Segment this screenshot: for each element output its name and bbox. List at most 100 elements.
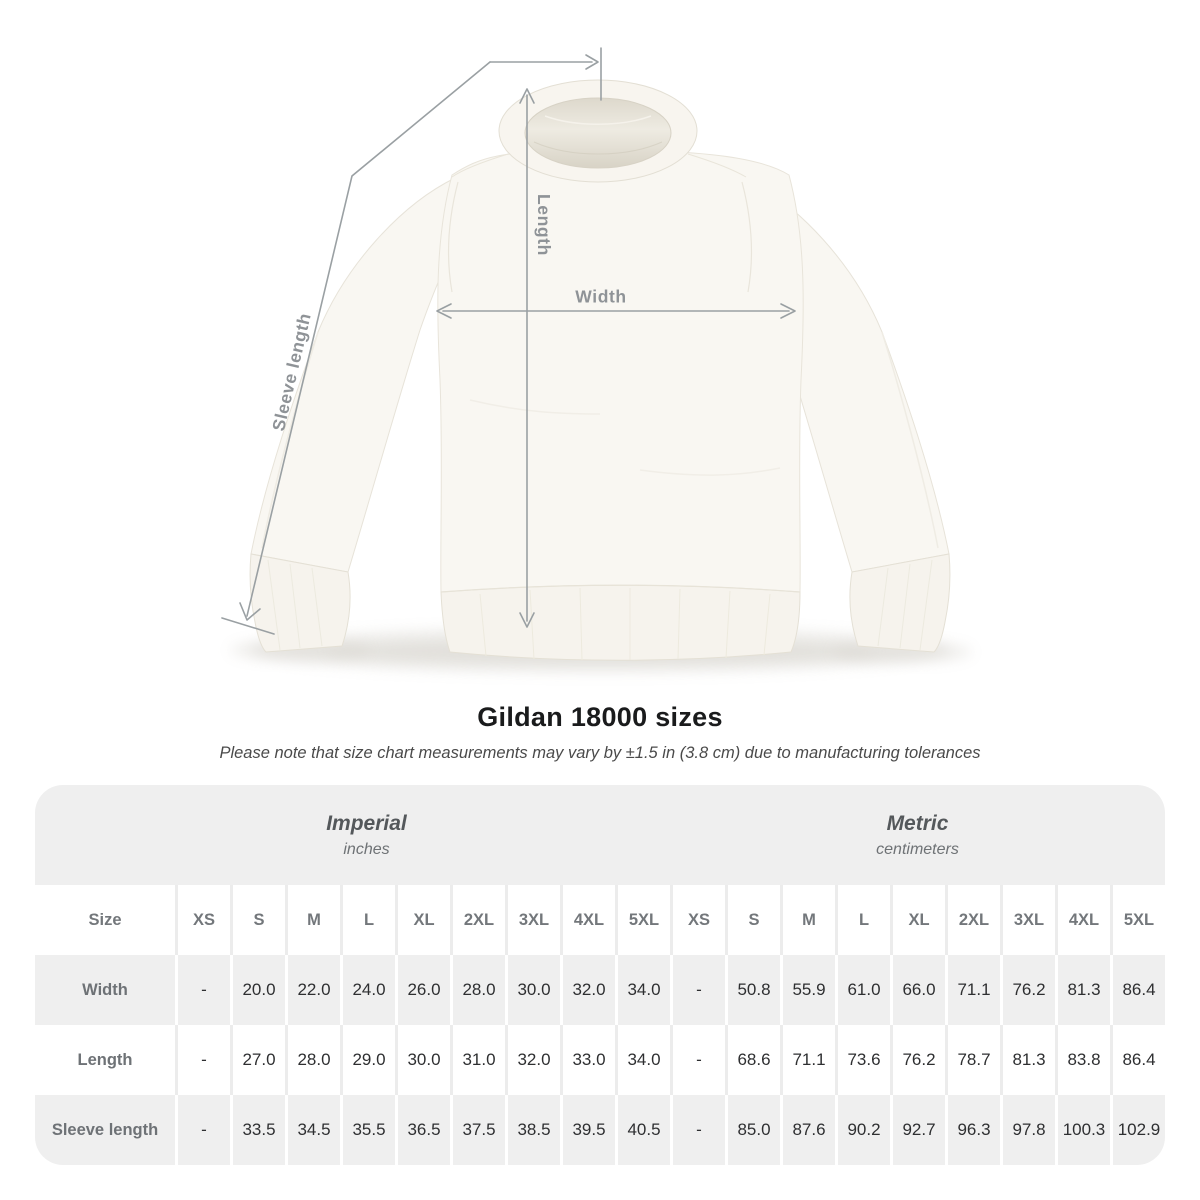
imperial-unit-header: Imperial inches — [35, 785, 670, 885]
length-measure-label: Length — [534, 194, 554, 256]
size-header-imp-4xl: 4XL — [560, 885, 615, 955]
length-met-m: 71.1 — [780, 1025, 835, 1095]
size-header-imp-s: S — [230, 885, 285, 955]
row-label-length: Length — [35, 1025, 175, 1095]
width-met-5xl: 86.4 — [1110, 955, 1165, 1025]
sleeve-met-s: 85.0 — [725, 1095, 780, 1165]
width-imp-m: 22.0 — [285, 955, 340, 1025]
right-cuff — [849, 553, 951, 653]
metric-label: Metric — [886, 811, 949, 835]
size-header-met-xs: XS — [670, 885, 725, 955]
hem-band — [440, 584, 801, 661]
width-met-4xl: 81.3 — [1055, 955, 1110, 1025]
size-header-met-3xl: 3XL — [1000, 885, 1055, 955]
sleeve-imp-5xl: 40.5 — [615, 1095, 670, 1165]
length-met-2xl: 78.7 — [945, 1025, 1000, 1095]
length-imp-5xl: 34.0 — [615, 1025, 670, 1095]
size-header-met-xl: XL — [890, 885, 945, 955]
sleeve-imp-m: 34.5 — [285, 1095, 340, 1165]
size-table: Imperial inches Metric centimeters Size … — [35, 785, 1165, 1165]
width-met-m: 55.9 — [780, 955, 835, 1025]
sleeve-met-l: 90.2 — [835, 1095, 890, 1165]
size-header-imp-3xl: 3XL — [505, 885, 560, 955]
sleeve-met-3xl: 97.8 — [1000, 1095, 1055, 1165]
sleeve-imp-2xl: 37.5 — [450, 1095, 505, 1165]
size-header-imp-xs: XS — [175, 885, 230, 955]
metric-unit-header: Metric centimeters — [670, 785, 1165, 885]
size-header-met-2xl: 2XL — [945, 885, 1000, 955]
width-imp-xs: - — [175, 955, 230, 1025]
size-header-met-4xl: 4XL — [1055, 885, 1110, 955]
size-header-met-s: S — [725, 885, 780, 955]
sleeve-imp-3xl: 38.5 — [505, 1095, 560, 1165]
size-header-imp-2xl: 2XL — [450, 885, 505, 955]
length-met-4xl: 83.8 — [1055, 1025, 1110, 1095]
width-met-2xl: 71.1 — [945, 955, 1000, 1025]
collar — [451, 79, 747, 183]
width-imp-5xl: 34.0 — [615, 955, 670, 1025]
sleeve-imp-4xl: 39.5 — [560, 1095, 615, 1165]
top-reference-line — [489, 47, 602, 101]
row-label-width: Width — [35, 955, 175, 1025]
left-sleeve — [249, 177, 456, 653]
sleeve-met-xs: - — [670, 1095, 725, 1165]
sleeve-imp-xl: 36.5 — [395, 1095, 450, 1165]
size-header-imp-5xl: 5XL — [615, 885, 670, 955]
sleeve-imp-l: 35.5 — [340, 1095, 395, 1165]
size-header-imp-xl: XL — [395, 885, 450, 955]
sleeve-imp-xs: - — [175, 1095, 230, 1165]
product-measurement-diagram: Length Width Sleeve length — [221, 47, 972, 672]
length-met-s: 68.6 — [725, 1025, 780, 1095]
length-imp-xs: - — [175, 1025, 230, 1095]
sleeve-met-2xl: 96.3 — [945, 1095, 1000, 1165]
imperial-sublabel: inches — [343, 840, 390, 858]
width-imp-3xl: 30.0 — [505, 955, 560, 1025]
sweatshirt-illustration — [221, 47, 972, 672]
length-imp-2xl: 31.0 — [450, 1025, 505, 1095]
tolerance-note: Please note that size chart measurements… — [219, 744, 981, 762]
row-label-sleeve-length: Sleeve length — [35, 1095, 175, 1165]
sleeve-measure-line — [221, 61, 491, 635]
size-header-met-5xl: 5XL — [1110, 885, 1165, 955]
length-measure-line — [519, 88, 535, 628]
body-panel — [437, 149, 804, 593]
length-met-xs: - — [670, 1025, 725, 1095]
metric-sublabel: centimeters — [876, 840, 959, 858]
length-met-5xl: 86.4 — [1110, 1025, 1165, 1095]
imperial-label: Imperial — [326, 811, 407, 835]
sleeve-imp-s: 33.5 — [230, 1095, 285, 1165]
page-title: Gildan 18000 sizes — [477, 702, 723, 732]
length-imp-l: 29.0 — [340, 1025, 395, 1095]
width-imp-l: 24.0 — [340, 955, 395, 1025]
size-header-met-l: L — [835, 885, 890, 955]
width-met-xl: 66.0 — [890, 955, 945, 1025]
width-met-xs: - — [670, 955, 725, 1025]
width-imp-2xl: 28.0 — [450, 955, 505, 1025]
width-met-l: 61.0 — [835, 955, 890, 1025]
width-imp-s: 20.0 — [230, 955, 285, 1025]
size-header-met-m: M — [780, 885, 835, 955]
sleeve-met-m: 87.6 — [780, 1095, 835, 1165]
width-measure-label: Width — [575, 286, 627, 307]
sleeve-met-5xl: 102.9 — [1110, 1095, 1165, 1165]
size-header-imp-m: M — [285, 885, 340, 955]
width-met-s: 50.8 — [725, 955, 780, 1025]
left-cuff — [249, 553, 351, 653]
length-imp-s: 27.0 — [230, 1025, 285, 1095]
sleeve-met-4xl: 100.3 — [1055, 1095, 1110, 1165]
width-measure-line — [436, 303, 796, 319]
length-met-3xl: 81.3 — [1000, 1025, 1055, 1095]
length-imp-xl: 30.0 — [395, 1025, 450, 1095]
size-header-imp-l: L — [340, 885, 395, 955]
width-met-3xl: 76.2 — [1000, 955, 1055, 1025]
width-imp-xl: 26.0 — [395, 955, 450, 1025]
length-imp-4xl: 33.0 — [560, 1025, 615, 1095]
sleeve-met-xl: 92.7 — [890, 1095, 945, 1165]
size-column-header: Size — [35, 885, 175, 955]
length-imp-3xl: 32.0 — [505, 1025, 560, 1095]
length-imp-m: 28.0 — [285, 1025, 340, 1095]
length-met-xl: 76.2 — [890, 1025, 945, 1095]
width-imp-4xl: 32.0 — [560, 955, 615, 1025]
length-met-l: 73.6 — [835, 1025, 890, 1095]
